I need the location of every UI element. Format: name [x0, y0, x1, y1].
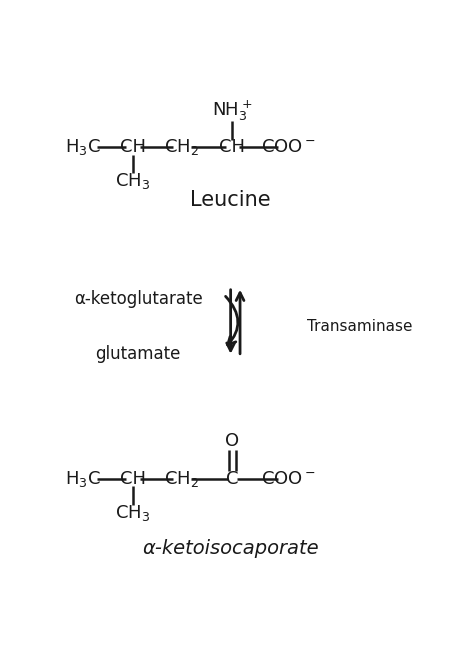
Text: C: C — [226, 470, 239, 488]
Text: glutamate: glutamate — [95, 345, 181, 363]
Text: COO$^-$: COO$^-$ — [261, 470, 315, 488]
Text: COO$^-$: COO$^-$ — [261, 138, 315, 157]
Text: O: O — [225, 432, 239, 450]
Text: CH$_2$: CH$_2$ — [164, 137, 199, 157]
Text: CH: CH — [219, 138, 245, 157]
Text: CH: CH — [120, 138, 146, 157]
Text: CH$_3$: CH$_3$ — [115, 503, 151, 523]
Text: α-ketoisocaporate: α-ketoisocaporate — [142, 539, 319, 558]
Text: CH: CH — [120, 470, 146, 488]
Text: CH$_3$: CH$_3$ — [115, 171, 151, 192]
Text: Leucine: Leucine — [190, 190, 271, 210]
Text: Transaminase: Transaminase — [307, 319, 413, 334]
Text: CH$_2$: CH$_2$ — [164, 468, 199, 488]
Text: NH$_3^+$: NH$_3^+$ — [212, 99, 252, 123]
Text: H$_3$C: H$_3$C — [64, 468, 100, 488]
Text: H$_3$C: H$_3$C — [64, 137, 100, 157]
Text: α-ketoglutarate: α-ketoglutarate — [74, 291, 202, 309]
